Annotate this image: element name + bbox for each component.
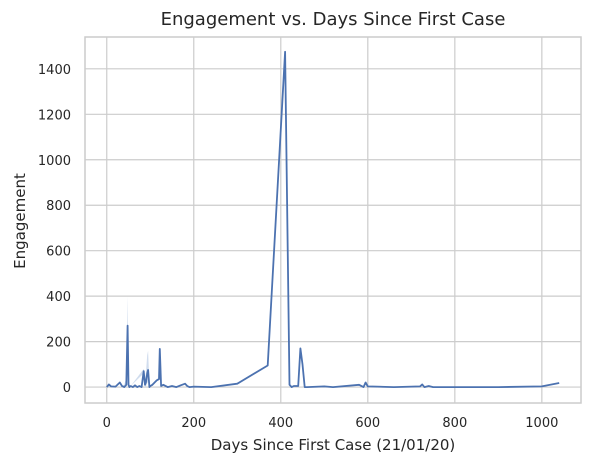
x-tick-label: 600 [355, 416, 380, 431]
y-tick-label: 0 [63, 381, 71, 396]
x-ticks: 0 200 400 600 800 1000 [103, 416, 559, 431]
plot-frame [84, 36, 582, 404]
engagement-line [106, 50, 560, 388]
x-tick-label: 0 [103, 416, 111, 431]
x-tick-label: 200 [181, 416, 206, 431]
series-line [106, 50, 560, 388]
y-tick-label: 400 [46, 290, 71, 305]
grid-lines [85, 37, 581, 403]
y-tick-label: 200 [46, 336, 71, 351]
y-tick-label: 1000 [38, 154, 71, 169]
x-tick-label: 1000 [525, 416, 558, 431]
y-axis-label: Engagement [11, 173, 29, 269]
y-tick-label: 1400 [38, 63, 71, 78]
chart-title: Engagement vs. Days Since First Case [161, 9, 506, 30]
y-tick-label: 600 [46, 245, 71, 260]
y-tick-label: 800 [46, 199, 71, 214]
y-ticks: 0 200 400 600 800 1000 1200 1400 [38, 63, 71, 396]
x-axis-label: Days Since First Case (21/01/20) [211, 436, 456, 454]
x-tick-label: 800 [442, 416, 467, 431]
x-tick-label: 400 [268, 416, 293, 431]
y-tick-label: 1200 [38, 108, 71, 123]
